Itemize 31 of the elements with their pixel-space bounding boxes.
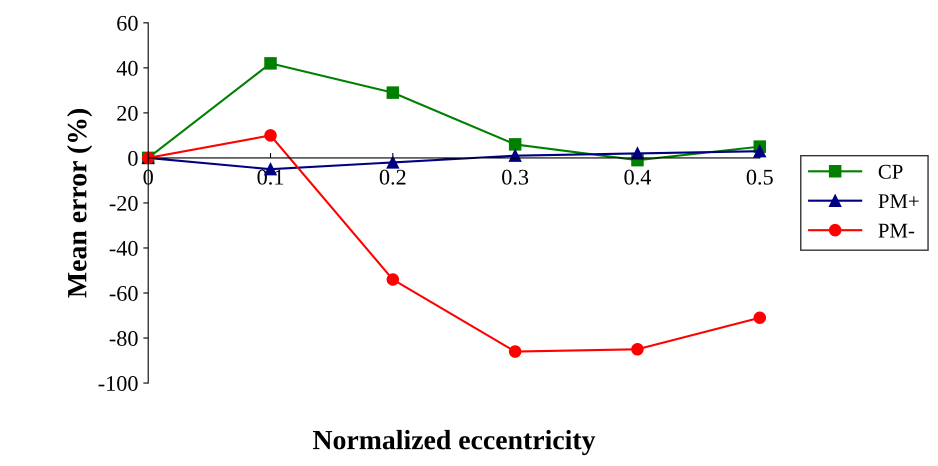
- y-tick-label: -100: [98, 376, 138, 391]
- y-tick-label: 0: [128, 150, 138, 166]
- point: [264, 57, 277, 70]
- point: [754, 312, 766, 324]
- y-tick-label: -20: [110, 196, 138, 211]
- y-tick-label: -80: [110, 330, 138, 346]
- point: [631, 343, 644, 356]
- y-tick-label: -60: [110, 286, 138, 301]
- point: [754, 144, 766, 158]
- legend-label: PM+: [878, 194, 919, 208]
- x-tick-label: 0.4: [624, 170, 652, 185]
- x-tick-label: 0.1: [257, 170, 284, 185]
- point: [508, 138, 522, 151]
- x-axis-title: Normalized eccentricity: [313, 430, 596, 456]
- legend-label: PM-: [878, 224, 914, 238]
- point: [508, 149, 522, 162]
- legend-label: CP: [878, 164, 903, 179]
- y-tick-label: 60: [117, 16, 138, 31]
- point: [264, 129, 277, 142]
- point: [508, 345, 522, 358]
- y-axis-title: Mean error (%): [67, 109, 92, 298]
- point: [386, 86, 400, 99]
- point: [386, 156, 400, 169]
- y-tick-label: -40: [110, 240, 138, 256]
- point: [386, 273, 400, 286]
- y-tick-label: 40: [116, 60, 138, 76]
- x-tick-label: 0.5: [746, 170, 773, 185]
- x-tick-label: 0.3: [502, 170, 528, 185]
- point: [631, 147, 644, 160]
- x-tick-label: 0.2: [380, 170, 406, 185]
- y-tick-label: 20: [117, 106, 138, 121]
